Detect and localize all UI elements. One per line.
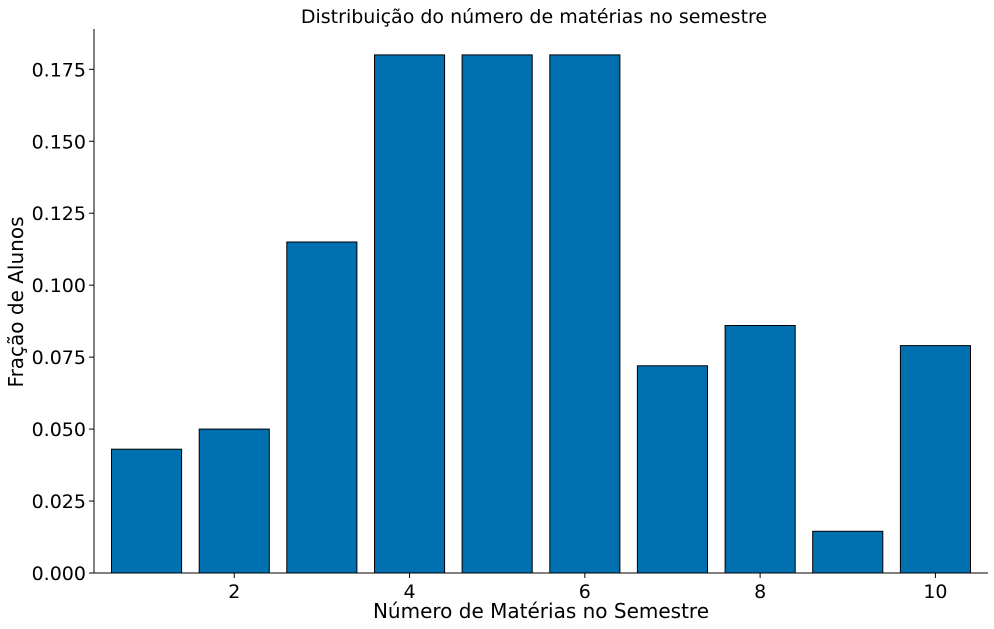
bar-4	[374, 54, 446, 574]
y-tick-label: 0.150	[32, 131, 86, 153]
bar-9	[812, 530, 884, 574]
bar-8	[724, 325, 796, 574]
x-tick-label: 8	[754, 581, 766, 603]
x-tick-label: 6	[579, 581, 591, 603]
bar-5	[461, 54, 533, 574]
y-tick-label: 0.050	[32, 419, 86, 441]
chart-title: Distribuição do número de matérias no se…	[301, 6, 767, 28]
y-tick-label: 0.175	[32, 59, 86, 81]
y-tick-label: 0.075	[32, 347, 86, 369]
bar-10	[899, 345, 972, 574]
y-axis-label: Fração de Alunos	[4, 217, 28, 388]
y-tick-label: 0.100	[32, 275, 86, 297]
y-tick-label: 0.000	[32, 563, 86, 585]
x-tick-label: 10	[923, 581, 947, 603]
bar-3	[286, 241, 358, 574]
x-tick-label: 4	[403, 581, 415, 603]
y-tick-label: 0.025	[32, 491, 86, 513]
x-axis-label: Número de Matérias no Semestre	[373, 599, 709, 623]
plot-area: 0.000 0.025 0.050 0.075 0.100 0.125 0.150 0.175…	[32, 29, 988, 603]
bar-7	[636, 365, 709, 574]
y-tick-label: 0.125	[32, 203, 86, 225]
bar-2	[198, 428, 270, 574]
bar-6	[549, 54, 621, 574]
x-tick-label: 2	[228, 581, 240, 603]
bar-1	[111, 448, 183, 574]
